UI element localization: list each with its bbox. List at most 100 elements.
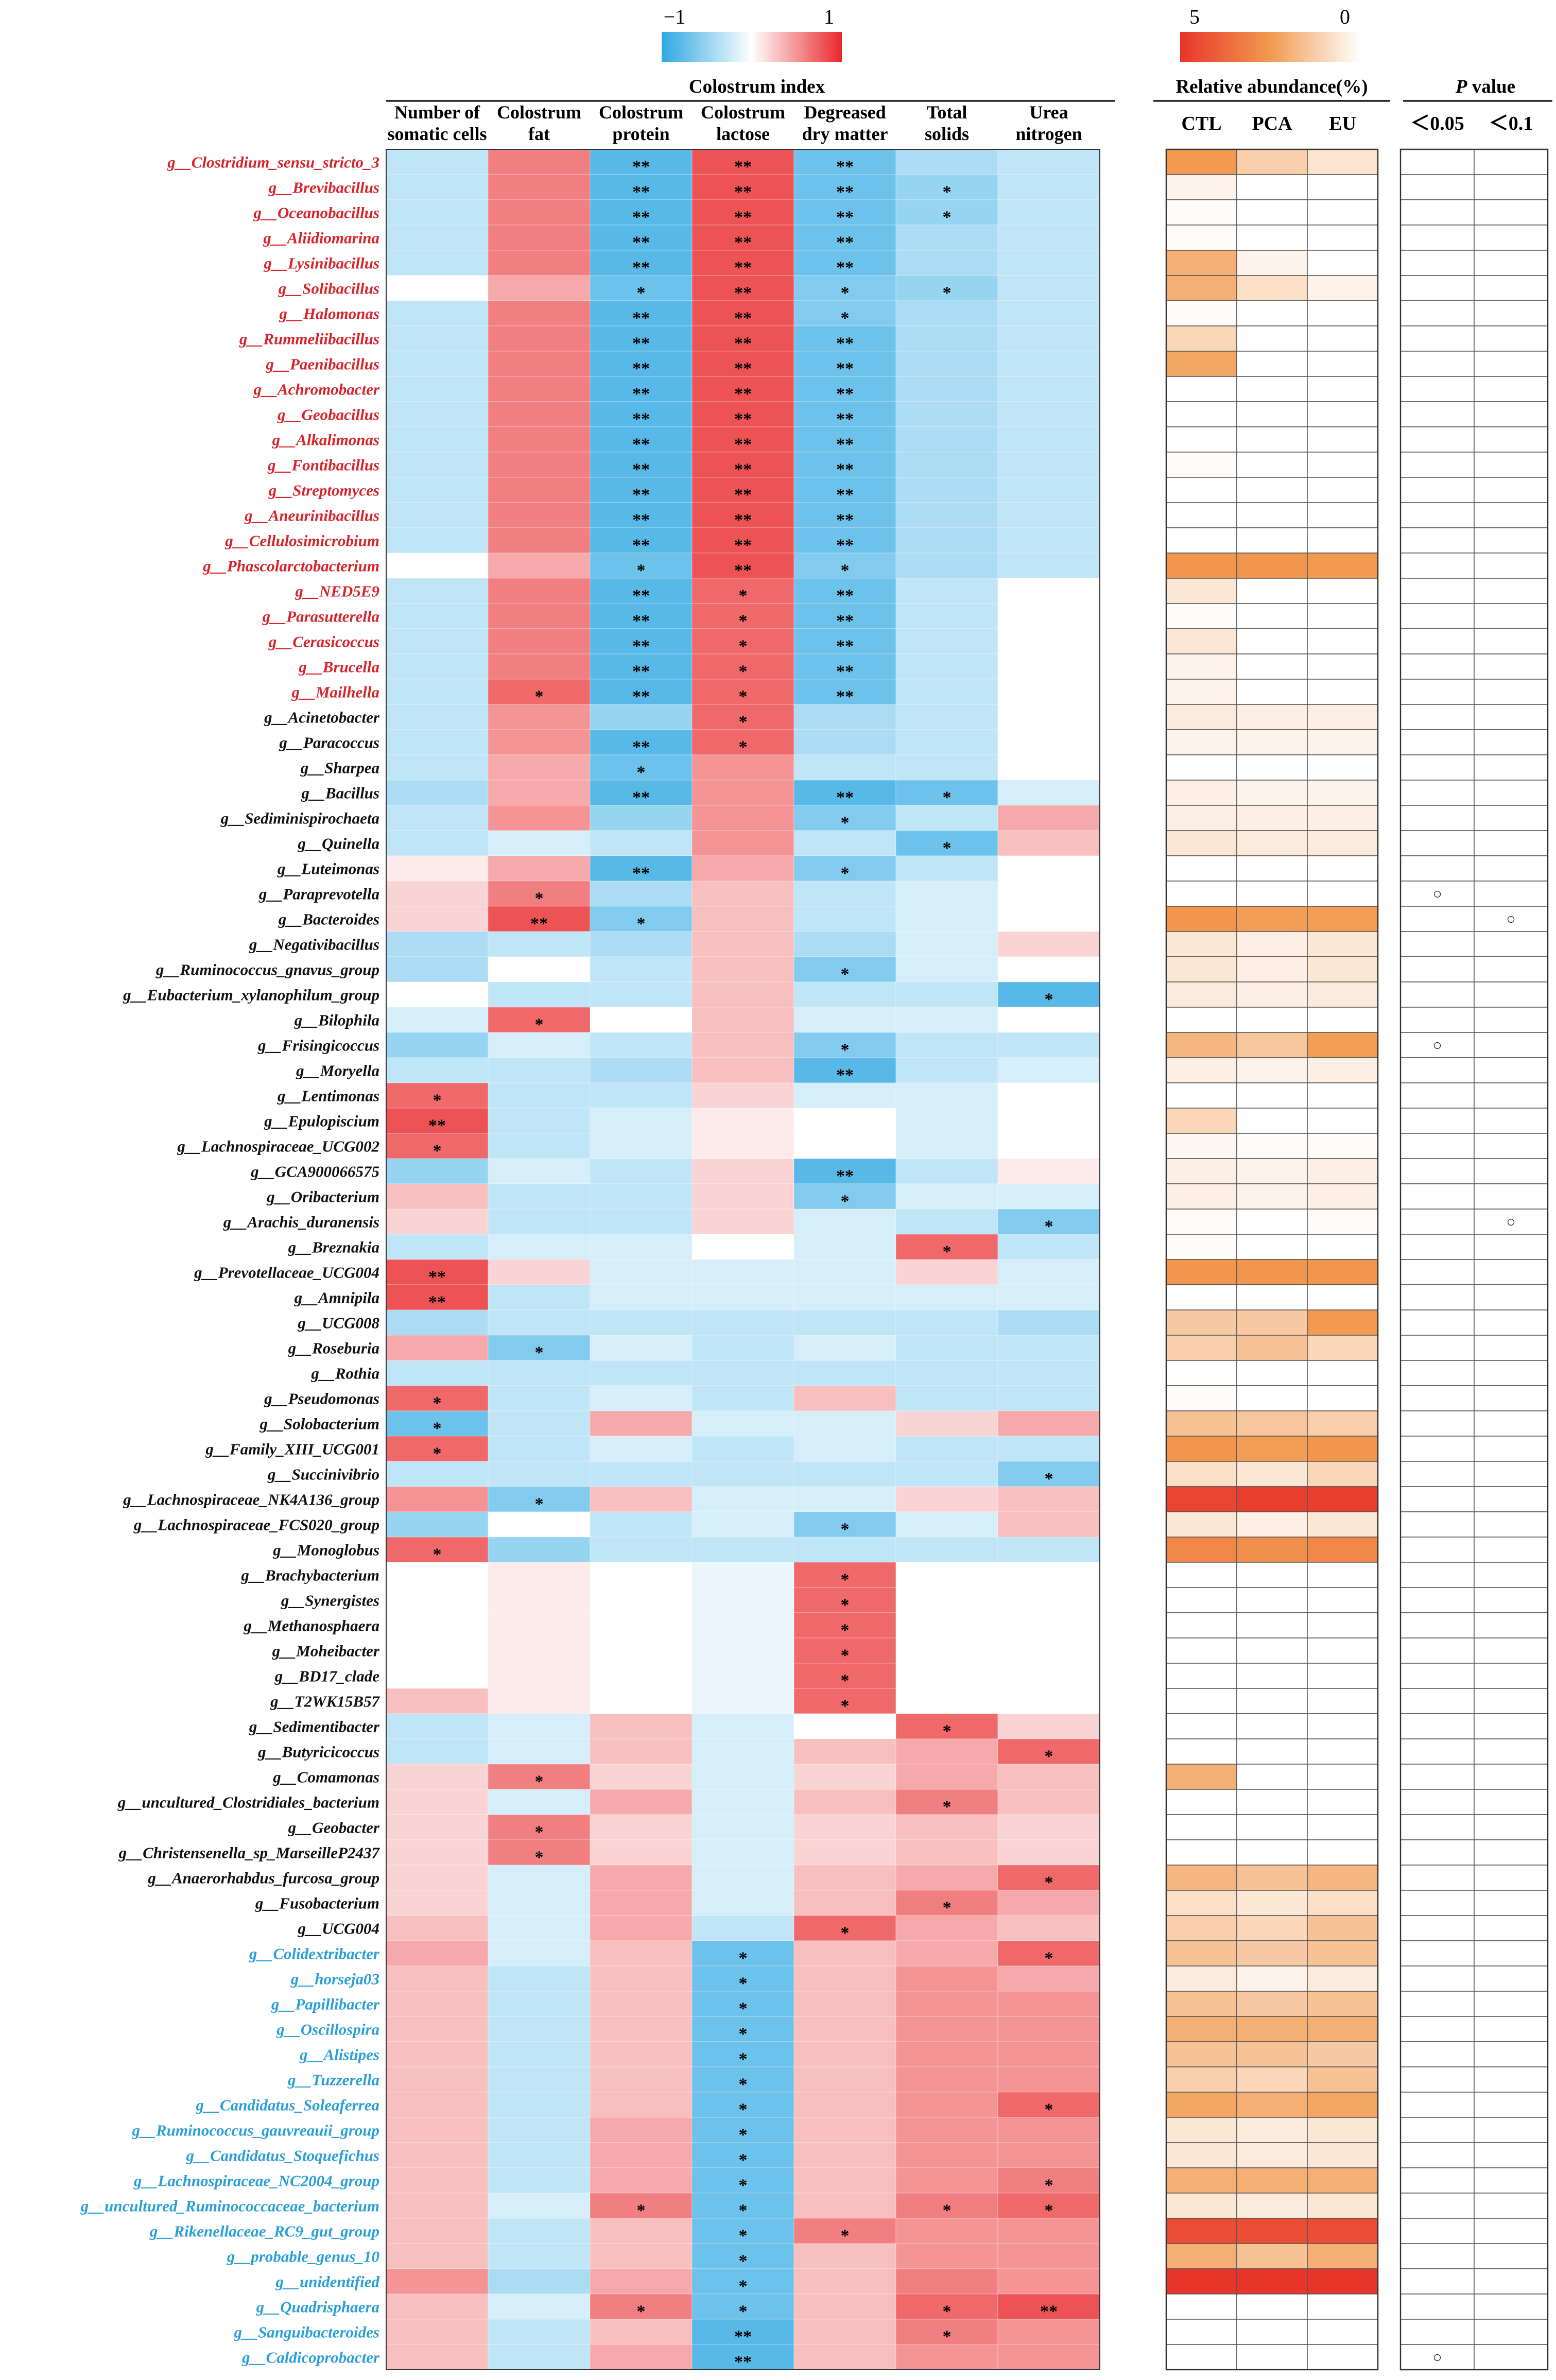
heatmap-cell [590, 2243, 693, 2269]
genus-label: g__Lachnospiraceae_NC2004_group [133, 2172, 379, 2190]
heatmap-cell [895, 653, 998, 680]
significance-mark: ** [734, 233, 752, 252]
heatmap-cell [590, 1082, 693, 1109]
heatmap-cell [691, 1713, 794, 1739]
p-value-cell [1400, 1007, 1475, 1033]
p-value-cell [1400, 830, 1475, 856]
heatmap-cell [997, 527, 1100, 554]
heatmap-cell [895, 628, 998, 654]
abundance-cell [1307, 401, 1378, 427]
heatmap-cell [691, 881, 794, 907]
significance-mark: * [841, 1924, 850, 1943]
significance-mark: * [1045, 1217, 1053, 1236]
abundance-cell [1166, 275, 1237, 301]
abundance-cell [1307, 174, 1378, 200]
abundance-cell [1166, 2041, 1237, 2067]
genus-label: g__Solobacterium [259, 1415, 379, 1433]
heatmap-cell [895, 2092, 998, 2118]
genus-label: g__Paracoccus [279, 734, 379, 752]
heatmap-cell [793, 780, 896, 806]
abundance-cell [1236, 2193, 1308, 2219]
heatmap-cell [895, 1612, 998, 1639]
heatmap-cell [386, 1789, 489, 1815]
abundance-cell [1307, 2117, 1378, 2143]
heatmap-cell [386, 2344, 489, 2370]
genus-label: g__Oribacterium [266, 1188, 379, 1206]
abundance-cell [1236, 376, 1308, 402]
heatmap-cell [488, 2344, 591, 2370]
abundance-cell [1166, 351, 1237, 377]
abundance-cell [1166, 578, 1237, 604]
significance-mark: * [535, 1343, 544, 1363]
heatmap-cell [691, 452, 794, 478]
p-value-cell [1400, 275, 1475, 301]
genus-label: g__Sediminispirochaeta [220, 809, 379, 827]
heatmap-cell [997, 956, 1100, 982]
heatmap-cell [895, 250, 998, 276]
significance-mark: * [637, 284, 646, 303]
significance-mark: ** [836, 435, 854, 454]
abundance-cell [1307, 1637, 1378, 1664]
heatmap-cell [590, 1814, 693, 1840]
heatmap-cell [895, 2167, 998, 2194]
heatmap-cell [590, 653, 693, 680]
abundance-cell [1236, 1713, 1308, 1739]
significance-mark: ** [836, 511, 854, 530]
heatmap-cell [691, 653, 794, 680]
significance-mark: * [739, 738, 748, 757]
heatmap-cell [895, 1537, 998, 1563]
table-row: g__Alistipes * [299, 2041, 1548, 2069]
heatmap-cell [997, 1789, 1100, 1815]
significance-mark: * [841, 1671, 850, 1691]
abundance-cell [1307, 1915, 1378, 1941]
significance-mark: * [1045, 1470, 1053, 1489]
p-value-cell [1474, 553, 1548, 579]
abundance-cell [1166, 1309, 1237, 1336]
heatmap-cell [895, 1133, 998, 1159]
significance-mark: * [637, 915, 646, 934]
heatmap-cell [691, 981, 794, 1008]
heatmap-cell [590, 1612, 693, 1639]
p-value-frame [1399, 148, 1549, 2371]
p-value-cell [1474, 704, 1548, 730]
abundance-cell [1307, 1991, 1378, 2017]
abundance-cell [1166, 2167, 1237, 2194]
abundance-cell [1236, 1865, 1308, 1891]
significance-mark: * [841, 1192, 850, 1211]
p-value-cell [1400, 1108, 1475, 1134]
heatmap-cell [691, 729, 794, 755]
abundance-cell [1307, 1259, 1378, 1285]
genus-label: g__Rummeliibacillus [239, 330, 379, 348]
abundance-cell [1307, 1764, 1378, 1790]
p-value-cell [1400, 1865, 1475, 1891]
heatmap-cell [997, 830, 1100, 856]
heatmap-cell [895, 1562, 998, 1588]
heatmap-cell [488, 1436, 591, 1462]
p-value-cell [1400, 1738, 1475, 1765]
heatmap-cell [895, 477, 998, 503]
abundance-cell [1236, 931, 1308, 957]
genus-label: g__Oceanobacillus [253, 204, 379, 222]
significance-mark: * [739, 2126, 748, 2145]
abundance-cell [1307, 578, 1378, 604]
abundance-cell [1307, 855, 1378, 882]
p-value-cell [1400, 2243, 1475, 2269]
abundance-cell [1236, 1057, 1308, 1083]
heatmap-cell [793, 300, 896, 326]
heatmap-cell [793, 1713, 896, 1739]
heatmap-cell [997, 2293, 1100, 2320]
heatmap-cell [895, 1688, 998, 1714]
heatmap-cell [793, 2066, 896, 2093]
heatmap-cell [488, 2016, 591, 2042]
abundance-cell [1236, 2142, 1308, 2168]
heatmap-cell [895, 2218, 998, 2244]
abundance-cell [1166, 300, 1237, 326]
significance-mark: ** [428, 1293, 446, 1312]
genus-label: g__Christensenella_sp_MarseilleP2437 [118, 1844, 381, 1862]
table-row: g__Comamonas * [272, 1764, 1548, 1791]
p-value-cell [1400, 2319, 1475, 2345]
heatmap-cell [895, 1032, 998, 1058]
heatmap-cell [488, 174, 591, 200]
abundance-cell [1166, 2218, 1237, 2244]
heatmap-cell [590, 2092, 693, 2118]
